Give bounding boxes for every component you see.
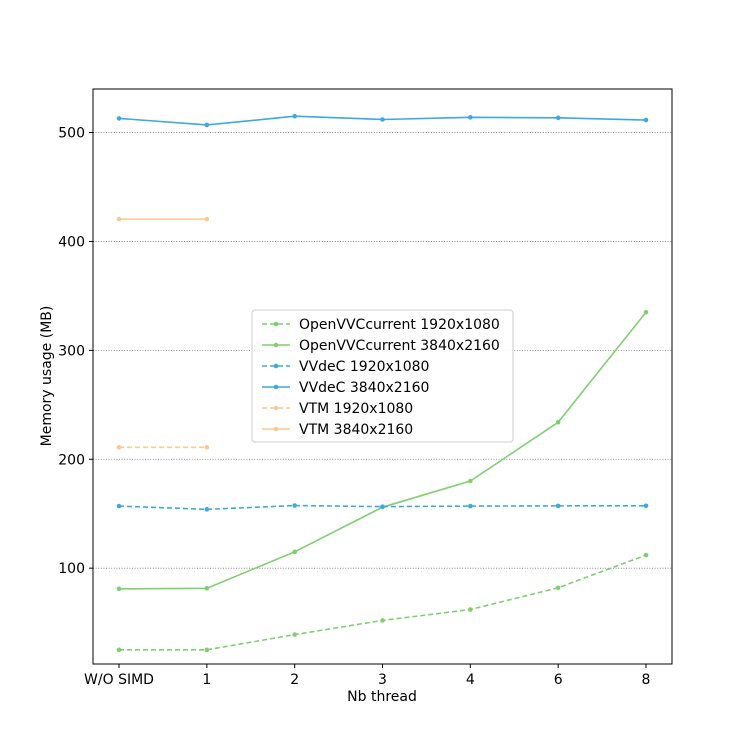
legend-label: OpenVVCcurrent 3840x2160	[299, 338, 500, 354]
x-tick-label: W/O SIMD	[84, 672, 154, 688]
data-point	[292, 632, 297, 637]
data-point	[292, 113, 297, 119]
y-tick-label: 400	[58, 234, 85, 250]
legend-label: OpenVVCcurrent 1920x1080	[299, 317, 500, 333]
data-point	[555, 115, 561, 121]
data-point	[204, 507, 210, 512]
y-tick-label: 100	[58, 561, 85, 577]
data-point	[555, 419, 561, 425]
legend-item: VTM 1920x1080	[262, 401, 413, 417]
grid-lines	[93, 132, 672, 569]
data-point	[380, 618, 385, 623]
x-tick-label: 3	[378, 672, 387, 688]
x-axis: W/O SIMD 1 2 3 4 6 8	[84, 664, 650, 688]
data-point	[116, 586, 122, 592]
data-point	[643, 117, 649, 123]
x-tick-label: 4	[466, 672, 475, 688]
series-lines	[116, 113, 649, 653]
legend-item: OpenVVCcurrent 3840x2160	[262, 338, 500, 354]
x-tick-label: 1	[202, 672, 211, 688]
data-point	[468, 115, 473, 120]
data-point	[292, 549, 297, 555]
y-tick-label: 200	[58, 452, 85, 468]
legend-label: VVdeC 3840x2160	[299, 380, 429, 396]
series-5	[116, 216, 210, 222]
x-tick-label: 6	[554, 672, 563, 688]
data-point	[555, 585, 561, 591]
data-point	[116, 444, 122, 450]
data-point	[643, 503, 649, 509]
data-point	[204, 216, 210, 222]
series-2	[116, 503, 649, 512]
data-point	[380, 117, 385, 122]
legend-item: OpenVVCcurrent 1920x1080	[262, 317, 500, 333]
legend-label: VVdeC 1920x1080	[299, 359, 429, 375]
data-point	[204, 647, 210, 653]
data-point	[468, 503, 473, 509]
legend-frame	[251, 309, 514, 443]
x-tick-label: 8	[642, 672, 651, 688]
data-point	[116, 503, 122, 509]
legend-marker	[273, 384, 279, 390]
y-tick-label: 500	[58, 126, 85, 142]
data-point	[380, 504, 385, 509]
legend-marker	[273, 321, 279, 327]
data-point	[116, 647, 122, 653]
data-point	[643, 309, 649, 315]
series-3	[116, 113, 649, 128]
x-axis-title: Nb thread	[347, 689, 417, 705]
data-point	[204, 122, 210, 128]
data-point	[116, 216, 122, 222]
legend-marker	[273, 342, 279, 348]
legend-label: VTM 3840x2160	[299, 422, 413, 438]
legend-item: VVdeC 1920x1080	[262, 359, 429, 375]
y-axis-title: Memory usage (MB)	[39, 306, 55, 447]
series-4	[116, 444, 210, 450]
series-0	[116, 552, 649, 653]
data-point	[116, 116, 122, 121]
data-point	[468, 607, 473, 612]
data-point	[555, 503, 561, 509]
legend-label: VTM 1920x1080	[299, 401, 413, 417]
data-point	[643, 552, 649, 558]
legend: OpenVVCcurrent 1920x1080 OpenVVCcurrent 3…	[251, 309, 514, 443]
legend-marker	[273, 405, 279, 411]
x-tick-label: 2	[290, 672, 299, 688]
legend-item: VTM 3840x2160	[262, 422, 413, 438]
data-point	[204, 444, 210, 450]
legend-marker	[273, 426, 279, 432]
y-axis: 100 200 300 400 500	[58, 126, 93, 577]
y-tick-label: 300	[58, 343, 85, 359]
legend-marker	[273, 363, 279, 369]
legend-item: VVdeC 3840x2160	[262, 380, 429, 396]
data-point	[292, 503, 297, 508]
data-point	[204, 586, 210, 591]
data-point	[468, 478, 473, 484]
